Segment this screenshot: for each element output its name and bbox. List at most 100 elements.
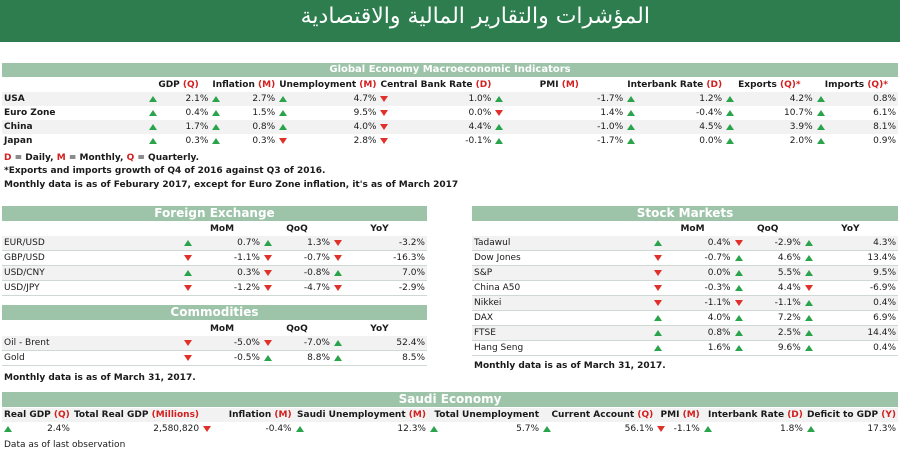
commodities-cell: -7.0% — [262, 336, 332, 351]
stocks-cell-value: 9.5% — [873, 268, 896, 278]
global-cell-value: 1.7% — [185, 122, 209, 132]
fx-cell: -0.8% — [262, 265, 332, 281]
stocks-cell: 4.3% — [802, 236, 898, 251]
global-cell-value: 0.4% — [185, 108, 209, 118]
stocks-cell: -1.1% — [732, 295, 803, 311]
stocks-cell-value: 6.9% — [873, 313, 896, 323]
col-name: Inflation — [228, 410, 275, 420]
up-arrow-icon — [804, 345, 813, 351]
commodities-cell-value: -0.5% — [233, 353, 260, 363]
stocks-cell-value: 0.4% — [873, 298, 896, 308]
col-tag: (D) — [475, 80, 492, 90]
col-tag: (D) — [706, 80, 723, 90]
global-cell: 2.7% — [210, 92, 277, 106]
stocks-cell: 7.2% — [732, 310, 803, 326]
fx-cell-value: -2.9% — [398, 283, 425, 293]
col-tag: (Q)* — [779, 80, 801, 90]
global-cell: 10.7% — [724, 106, 815, 120]
fx-row-name: USD/CNY — [2, 265, 182, 281]
page-title: المؤشرات والتقارير المالية والاقتصادية — [300, 4, 650, 29]
global-cell: 4.2% — [724, 92, 815, 106]
global-cell-value: 0.3% — [252, 136, 276, 146]
saudi-col-header: Inflation (M) — [201, 408, 294, 422]
global-cell: 1.0% — [378, 92, 493, 106]
global-cell-value: 1.2% — [699, 94, 723, 104]
up-arrow-icon — [804, 315, 813, 321]
up-arrow-icon — [816, 96, 825, 102]
stocks-cell-value: 0.0% — [707, 268, 731, 278]
global-cell: 0.3% — [210, 134, 277, 148]
global-cell: 4.7% — [277, 92, 378, 106]
global-cell: 0.8% — [815, 92, 898, 106]
stocks-cell: 5.5% — [732, 265, 803, 281]
up-arrow-icon — [804, 300, 813, 306]
global-title: Global Economy Macroeconomic Indicators — [2, 63, 898, 77]
commodities-cell: -0.5% — [182, 350, 262, 366]
global-cell-value: 0.8% — [252, 122, 276, 132]
global-cell: 6.1% — [815, 106, 898, 120]
global-col-header: Inflation (M) — [210, 78, 277, 92]
down-arrow-icon — [334, 240, 342, 246]
saudi-cell-value: -1.1% — [673, 424, 700, 434]
fx-cell: -1.1% — [182, 250, 262, 266]
stocks-col-header: YoY — [841, 224, 860, 234]
up-arrow-icon — [726, 138, 735, 144]
global-cell-value: 2.7% — [252, 94, 276, 104]
global-col-header: Interbank Rate (D) — [625, 78, 724, 92]
col-tag: (Y) — [881, 410, 896, 420]
saudi-cell: -1.1% — [655, 422, 702, 436]
fx-row: EUR/USD 0.7% 1.3% -3.2% — [2, 236, 427, 251]
global-cell: -0.4% — [625, 106, 724, 120]
stocks-row-name: China A50 — [472, 280, 653, 296]
fx-row: USD/CNY 0.3% -0.8% 7.0% — [2, 265, 427, 281]
up-arrow-icon — [279, 110, 288, 116]
up-arrow-icon — [703, 426, 712, 432]
stocks-row-name: Nikkei — [472, 295, 653, 311]
stocks-cell: 9.5% — [802, 265, 898, 281]
global-cell: 0.0% — [378, 106, 493, 120]
up-arrow-icon — [148, 138, 157, 144]
stocks-row-name: Tadawul — [472, 236, 653, 251]
up-arrow-icon — [654, 240, 663, 246]
up-arrow-icon — [264, 355, 272, 361]
saudi-col-header: Total Unemployment — [428, 408, 541, 422]
col-tag: (D) — [787, 410, 803, 420]
stocks-cell-value: 5.5% — [777, 268, 801, 278]
down-arrow-icon — [654, 285, 663, 291]
stocks-row: Hang Seng 1.6% 9.6% 0.4% — [472, 340, 898, 356]
global-cell: 4.5% — [625, 120, 724, 134]
commodities-cell: 52.4% — [332, 336, 427, 351]
fx-cell-value: -1.1% — [233, 253, 260, 263]
stocks-cell: 13.4% — [802, 250, 898, 266]
stocks-row-name: FTSE — [472, 325, 653, 341]
up-arrow-icon — [148, 96, 157, 102]
global-row: Euro Zone 0.4% 1.5% 9.5% 0.0% 1.4% -0.4% 10.7% 6… — [2, 106, 898, 120]
stocks-cell-value: -0.7% — [704, 253, 731, 263]
fx-cell: -3.2% — [332, 236, 427, 251]
global-cell-value: 4.7% — [353, 94, 377, 104]
fx-cell-value: 0.3% — [237, 268, 260, 278]
up-arrow-icon — [4, 426, 12, 432]
legend-d: D — [4, 153, 12, 163]
col-tag: (M) — [408, 410, 426, 420]
country-name: USA — [4, 94, 25, 104]
stocks-cell: 4.4% — [732, 280, 803, 296]
global-cell: -1.7% — [493, 134, 625, 148]
up-arrow-icon — [495, 96, 504, 102]
fx-col-header: MoM — [209, 224, 235, 234]
global-cell: 2.0% — [724, 134, 815, 148]
stocks-cell: 9.6% — [732, 340, 803, 356]
up-arrow-icon — [495, 138, 504, 144]
col-name: Interbank Rate — [627, 80, 707, 90]
saudi-cell-value: 56.1% — [624, 424, 654, 434]
global-cell-value: 6.1% — [873, 108, 896, 118]
stocks-row: Nikkei -1.1% -1.1% 0.4% — [472, 295, 898, 311]
global-col-header: Unemployment (M) — [277, 78, 378, 92]
col-name: GDP — [158, 80, 183, 90]
up-arrow-icon — [804, 240, 813, 246]
up-arrow-icon — [726, 124, 735, 130]
col-tag: (Q)* — [867, 80, 888, 90]
stocks-cell: 0.4% — [652, 236, 733, 251]
global-cell: 8.1% — [815, 120, 898, 134]
up-arrow-icon — [627, 96, 636, 102]
